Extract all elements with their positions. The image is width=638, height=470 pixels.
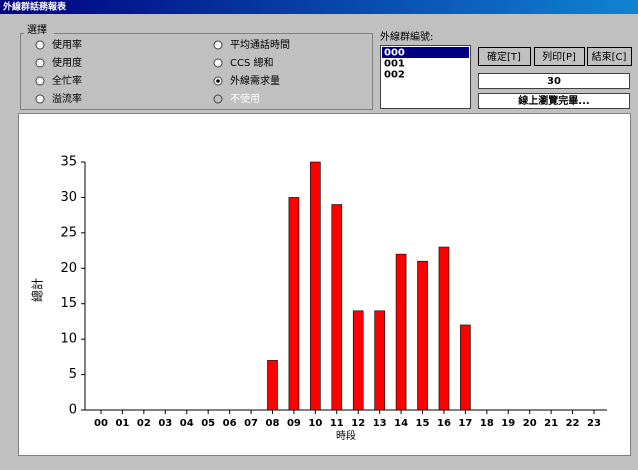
x-tick-label: 11 — [330, 418, 344, 429]
radio-label[interactable]: CCS 總和 — [230, 56, 274, 69]
x-tick-label: 04 — [180, 418, 194, 429]
radio-label[interactable]: 全忙率 — [52, 74, 82, 87]
button-label[interactable]: 結束[C] — [592, 50, 627, 63]
bar — [460, 324, 471, 411]
chart-area — [18, 113, 631, 456]
y-tick-label: 35 — [60, 155, 77, 170]
x-tick-label: 06 — [223, 418, 237, 429]
x-tick-label: 22 — [566, 418, 580, 429]
field — [478, 73, 630, 89]
x-tick-label: 07 — [244, 418, 258, 429]
radio-label[interactable]: 平均通話時間 — [230, 38, 290, 51]
x-tick-label: 23 — [587, 418, 601, 429]
radio[interactable] — [35, 40, 45, 50]
y-tick-label: 20 — [60, 261, 77, 276]
x-tick-label: 02 — [137, 418, 151, 429]
field-text: 線上瀏覽完畢... — [518, 94, 589, 107]
radio-label[interactable]: 外線需求量 — [230, 74, 280, 87]
radio-label[interactable]: 使用度 — [52, 56, 82, 69]
y-tick-label: 30 — [60, 190, 77, 205]
bar — [288, 197, 300, 411]
bar — [267, 360, 278, 411]
radio-label: 不使用 — [230, 92, 260, 105]
x-tick-label: 15 — [416, 418, 430, 429]
list-item[interactable]: 001 — [384, 59, 405, 70]
list-item[interactable]: 000 — [384, 48, 405, 59]
x-axis-label: 時段 — [336, 429, 356, 442]
group-box — [20, 33, 373, 110]
x-tick-label: 14 — [394, 418, 408, 429]
x-tick-label: 08 — [266, 418, 280, 429]
x-tick-label: 21 — [544, 418, 558, 429]
bar — [374, 310, 385, 411]
x-tick-label: 03 — [158, 418, 172, 429]
bar — [395, 253, 407, 411]
radio[interactable] — [35, 94, 45, 104]
button[interactable] — [478, 47, 531, 66]
radio — [213, 94, 223, 104]
x-tick-label: 12 — [351, 418, 365, 429]
list-selection — [382, 47, 469, 58]
x-tick-label: 16 — [437, 418, 451, 429]
radio[interactable] — [35, 76, 45, 86]
bar — [331, 204, 343, 411]
y-tick-label: 0 — [69, 403, 77, 418]
radio-label[interactable]: 溢流率 — [52, 92, 82, 105]
x-tick-label: 19 — [501, 418, 515, 429]
x-tick-label: 09 — [287, 418, 301, 429]
bar — [352, 310, 364, 411]
x-tick-label: 10 — [308, 418, 322, 429]
field — [478, 93, 630, 109]
title-bar — [0, 0, 638, 14]
x-tick-label: 17 — [458, 418, 472, 429]
radio-label[interactable]: 使用率 — [52, 38, 82, 51]
radio[interactable] — [213, 40, 223, 50]
y-tick-label: 25 — [60, 225, 77, 240]
group-label: 選擇 — [27, 23, 47, 36]
x-tick-label: 13 — [373, 418, 387, 429]
field-text: 30 — [547, 76, 561, 87]
radio-dot — [216, 79, 220, 83]
bar — [417, 260, 428, 411]
y-tick-label: 5 — [69, 367, 77, 382]
y-tick-label: 10 — [60, 332, 77, 347]
bar — [438, 246, 450, 411]
list-item[interactable]: 002 — [384, 70, 405, 81]
group-label-bg — [24, 24, 54, 36]
x-tick-label: 18 — [480, 418, 494, 429]
button[interactable] — [587, 47, 632, 66]
button-label[interactable]: 列印[P] — [542, 50, 576, 63]
y-tick-label: 15 — [60, 296, 77, 311]
radio[interactable] — [35, 58, 45, 68]
window-title: 外線群話務報表 — [2, 1, 67, 13]
x-tick-label: 05 — [201, 418, 215, 429]
x-tick-label: 01 — [115, 418, 129, 429]
bar — [310, 161, 321, 411]
y-axis-label: 總計 — [30, 278, 45, 302]
radio[interactable] — [213, 58, 223, 68]
x-tick-label: 00 — [94, 418, 108, 429]
x-tick-label: 20 — [523, 418, 537, 429]
button-label[interactable]: 確定[T] — [487, 50, 521, 63]
list-label: 外線群編號: — [380, 30, 433, 43]
button[interactable] — [534, 47, 585, 66]
